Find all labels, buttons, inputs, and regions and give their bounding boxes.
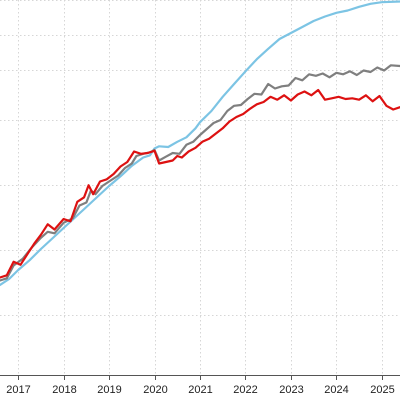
x-tick-label: 2020 <box>143 384 167 396</box>
series-line-1 <box>0 0 400 287</box>
series-line-3 <box>0 88 400 279</box>
series-line-2 <box>0 64 400 282</box>
x-tick-label: 2019 <box>97 384 121 396</box>
x-tick-label: 2023 <box>279 384 303 396</box>
x-tick-label: 2021 <box>188 384 212 396</box>
x-tick-label: 2017 <box>6 384 30 396</box>
x-axis: 2017 2018 2019 2020 2021 2022 2023 2024 2025 <box>0 375 400 396</box>
grid <box>0 0 400 375</box>
series-lines <box>0 0 400 287</box>
x-tick-label: 2022 <box>233 384 257 396</box>
x-tick-label: 2024 <box>324 384 348 396</box>
x-tick-label: 2025 <box>370 384 394 396</box>
x-tick-label: 2018 <box>52 384 76 396</box>
